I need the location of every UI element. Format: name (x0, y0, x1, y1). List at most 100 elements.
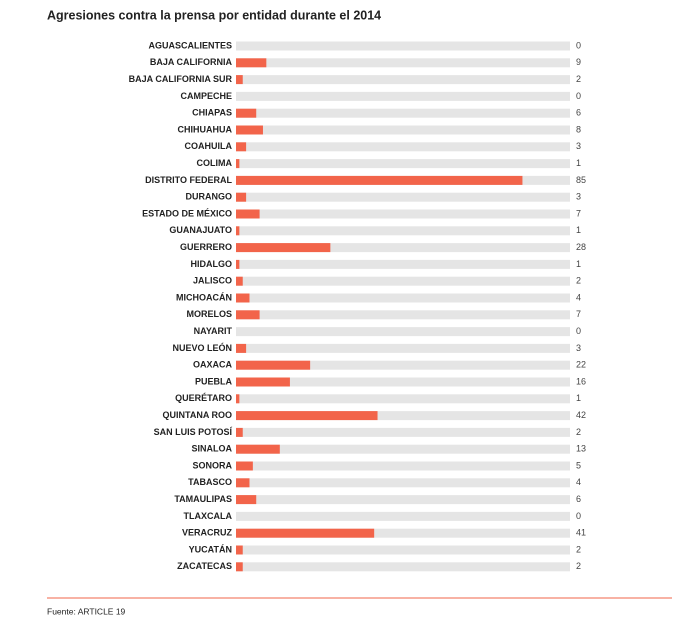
bar (236, 243, 331, 253)
category-label: TABASCO (188, 477, 232, 487)
category-label: CHIAPAS (192, 108, 232, 118)
bar (236, 411, 378, 421)
bar-track (236, 192, 570, 202)
value-label: 0 (576, 511, 581, 521)
bar-track (236, 276, 570, 286)
bar (236, 108, 257, 118)
bar-track (236, 528, 570, 538)
category-label: SAN LUIS POTOSÍ (154, 427, 233, 437)
value-label: 2 (576, 544, 581, 554)
bar-track (236, 495, 570, 505)
category-label: QUERÉTARO (175, 393, 232, 403)
value-label: 42 (576, 410, 586, 420)
category-label: QUINTANA ROO (163, 410, 233, 420)
category-label: CHIHUAHUA (178, 124, 233, 134)
bar-track (236, 360, 570, 370)
bar (236, 259, 240, 269)
value-label: 28 (576, 242, 586, 252)
value-label: 0 (576, 326, 581, 336)
value-label: 4 (576, 477, 581, 487)
bar-track (236, 343, 570, 353)
bar-track (236, 159, 570, 169)
bar-track (236, 41, 570, 51)
category-label: DISTRITO FEDERAL (145, 175, 232, 185)
source: Fuente: ARTICLE 19 (47, 606, 126, 616)
value-label: 1 (576, 259, 581, 269)
value-label: 16 (576, 376, 586, 386)
value-label: 2 (576, 74, 581, 84)
value-label: 3 (576, 343, 581, 353)
bar-track (236, 125, 570, 135)
value-label: 1 (576, 393, 581, 403)
value-label: 1 (576, 158, 581, 168)
category-label: HIDALGO (191, 259, 233, 269)
category-label: BAJA CALIFORNIA SUR (129, 74, 233, 84)
bar (236, 175, 523, 185)
value-label: 3 (576, 141, 581, 151)
value-label: 2 (576, 427, 581, 437)
bar-track (236, 142, 570, 152)
category-label: PUEBLA (195, 376, 233, 386)
category-label: NUEVO LEÓN (172, 342, 232, 353)
category-label: TAMAULIPAS (174, 494, 232, 504)
category-label: MICHOACÁN (176, 292, 232, 302)
bar-track (236, 511, 570, 521)
value-label: 8 (576, 124, 581, 134)
category-label: JALISCO (193, 276, 232, 286)
bar-track (236, 226, 570, 236)
bar (236, 461, 253, 471)
value-label: 3 (576, 192, 581, 202)
category-label: DURANGO (186, 192, 233, 202)
category-label: NAYARIT (194, 326, 233, 336)
bar (236, 276, 243, 286)
value-label: 13 (576, 444, 586, 454)
value-label: 1 (576, 225, 581, 235)
value-label: 0 (576, 40, 581, 50)
bar-track (236, 427, 570, 437)
category-label: YUCATÁN (189, 544, 232, 554)
value-label: 7 (576, 208, 581, 218)
category-label: GUANAJUATO (169, 225, 232, 235)
category-label: COAHUILA (185, 141, 233, 151)
chart-title: Agresiones contra la prensa por entidad … (47, 8, 381, 22)
value-label: 85 (576, 175, 586, 185)
bar-track (236, 411, 570, 421)
bar (236, 377, 290, 387)
bar (236, 394, 240, 404)
bar (236, 427, 243, 437)
bar (236, 478, 250, 488)
bar (236, 562, 243, 572)
category-label: VERACRUZ (182, 528, 233, 538)
bar-track (236, 327, 570, 337)
bar-track (236, 108, 570, 118)
category-label: SONORA (192, 460, 232, 470)
bar (236, 293, 250, 303)
value-label: 22 (576, 360, 586, 370)
value-label: 7 (576, 309, 581, 319)
value-label: 9 (576, 57, 581, 67)
bar-track (236, 259, 570, 269)
bar (236, 545, 243, 555)
bar-track (236, 394, 570, 404)
category-label: MORELOS (186, 309, 232, 319)
category-label: OAXACA (193, 360, 233, 370)
bar-track (236, 293, 570, 303)
value-label: 2 (576, 276, 581, 286)
bar-track (236, 377, 570, 387)
bar-track (236, 461, 570, 471)
value-label: 41 (576, 528, 586, 538)
bar (236, 360, 311, 370)
bar (236, 528, 375, 538)
category-label: AGUASCALIENTES (148, 40, 232, 50)
bar (236, 58, 267, 68)
value-label: 6 (576, 494, 581, 504)
value-label: 5 (576, 460, 581, 470)
value-label: 2 (576, 561, 581, 571)
bar-track (236, 243, 570, 253)
category-label: ESTADO DE MÉXICO (142, 208, 232, 218)
bar-track (236, 562, 570, 572)
bar-track (236, 310, 570, 320)
category-label: SINALOA (192, 444, 233, 454)
bar (236, 142, 247, 152)
